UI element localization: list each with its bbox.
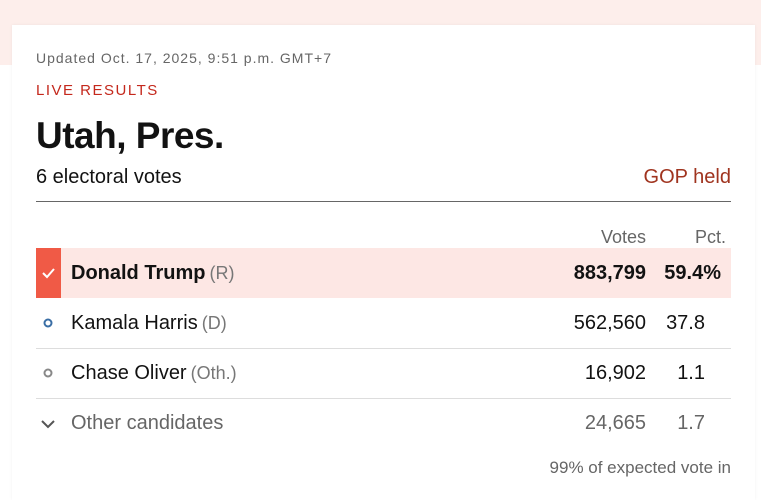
name: Donald Trump: [71, 262, 206, 284]
votes: 562,560: [573, 312, 646, 334]
votes: 883,799: [573, 262, 646, 284]
votes: 24,665: [584, 412, 646, 434]
column-header: Votes: [600, 227, 646, 247]
electoral-votes: 6 electoral votes: [36, 166, 182, 188]
candidate-name: Other candidates: [71, 412, 224, 434]
check-icon: [42, 268, 55, 279]
candidate-row: Donald Trump (R) 883,799 59.4%: [36, 248, 731, 298]
candidate-name: Chase Oliver (Oth.): [71, 362, 237, 385]
winner-check: [36, 248, 61, 298]
percent: 59.4%: [664, 262, 721, 284]
party: (Oth.): [190, 363, 237, 383]
race-result: GOP held: [643, 166, 731, 188]
race-title: Utah, Pres.: [36, 115, 224, 156]
other-candidates-row[interactable]: Other candidates 24,665 1.7: [36, 398, 731, 448]
candidate-name: Kamala Harris (D): [71, 312, 227, 335]
candidate-name: Donald Trump (R): [71, 262, 234, 285]
percent: 1.1: [677, 362, 705, 384]
party: (R): [209, 263, 235, 283]
party-dot: [43, 318, 53, 328]
percent: 37.8: [666, 312, 705, 334]
name: Chase Oliver: [71, 362, 187, 384]
expand-chevron[interactable]: [40, 418, 56, 430]
votes: 16,902: [584, 362, 646, 384]
candidate-row: Kamala Harris (D) 562,560 37.8: [36, 298, 731, 349]
candidate-row: Chase Oliver (Oth.) 16,902 1.1: [36, 348, 731, 399]
party-dot: [43, 368, 53, 378]
live-label: LIVE RESULTS: [36, 82, 159, 99]
percent: 1.7: [677, 412, 705, 434]
column-header: Pct.: [694, 227, 726, 247]
divider: [36, 201, 731, 202]
name: Kamala Harris: [71, 312, 198, 334]
reporting-note: 99% of expected vote in: [549, 458, 731, 477]
party: (D): [201, 313, 227, 333]
updated-time: Updated Oct. 17, 2025, 9:51 p.m. GMT+7: [36, 50, 332, 66]
